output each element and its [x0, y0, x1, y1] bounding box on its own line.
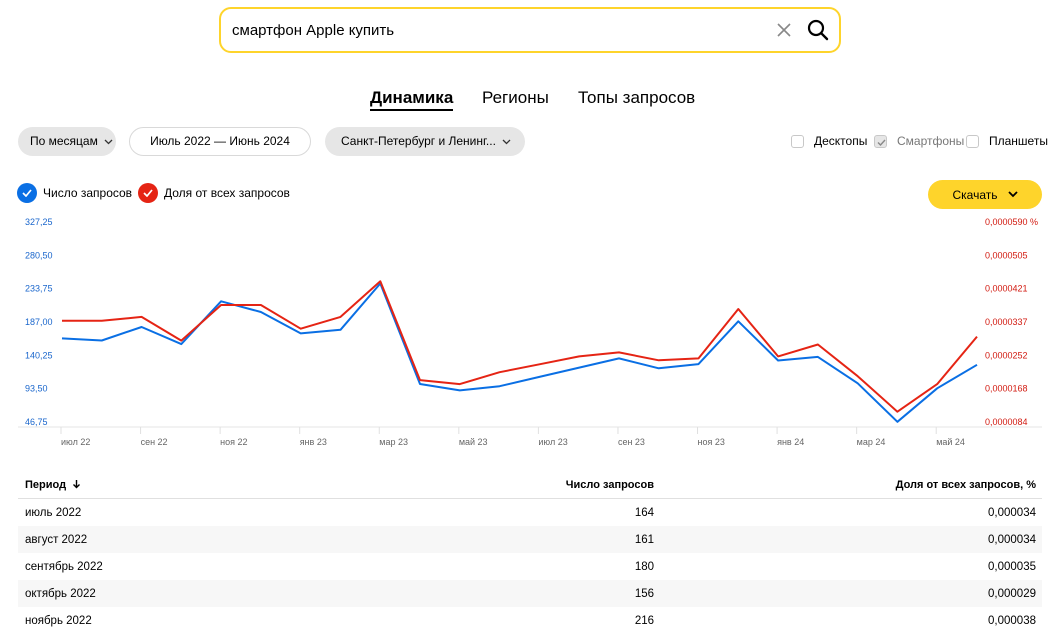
data-table: Период Число запросов Доля от всех запро…: [18, 472, 1042, 634]
y-right-tick: 0,0000505: [985, 250, 1028, 260]
y-left-tick: 46,75: [25, 417, 48, 427]
share-cell: 0,000029: [988, 587, 1036, 600]
table-row: октябрь 2022 156 0,000029: [18, 580, 1042, 607]
y-right-tick: 0,0000337: [985, 317, 1028, 327]
tablets-label: Планшеты: [989, 134, 1048, 148]
series-line-share: [62, 280, 978, 413]
y-right-tick: 0,0000084: [985, 417, 1028, 427]
grouping-select[interactable]: По месяцам: [18, 127, 116, 156]
table-body: июль 2022 164 0,000034 август 2022 161 0,0000…: [18, 499, 1042, 634]
search-box: [219, 7, 841, 53]
share-cell: 0,000035: [988, 560, 1036, 573]
y-left-tick: 187,00: [25, 317, 53, 327]
download-button[interactable]: Скачать: [928, 180, 1042, 209]
grouping-label: По месяцам: [30, 134, 98, 148]
count-cell: 161: [634, 533, 654, 546]
smartphones-checkbox[interactable]: [874, 134, 887, 148]
period-cell: август 2022: [25, 533, 88, 546]
sort-down-icon: [73, 480, 81, 489]
table-row: ноябрь 2022 216 0,000038: [18, 607, 1042, 634]
tab-top-queries[interactable]: Топы запросов: [578, 88, 696, 107]
tab-dynamics[interactable]: Динамика: [370, 88, 454, 111]
table-row: июль 2022 164 0,000034: [18, 499, 1042, 526]
count-cell: 156: [634, 587, 654, 600]
dynamics-chart: 327,25 280,50 233,75 187,00 140,25 93,50 46,75…: [18, 217, 1042, 447]
y-left-tick: 280,50: [25, 250, 53, 260]
chevron-down-icon: [1007, 191, 1018, 198]
share-column-header[interactable]: Доля от всех запросов, %: [895, 479, 1036, 491]
download-label: Скачать: [952, 187, 998, 202]
y-right-tick: 0,0000168: [985, 384, 1028, 394]
chevron-down-icon: [502, 139, 511, 144]
table-row: август 2022 161 0,000034: [18, 526, 1042, 553]
clear-icon[interactable]: [775, 21, 793, 39]
share-cell: 0,000034: [988, 533, 1036, 546]
legend-share[interactable]: Доля от всех запросов: [138, 183, 290, 203]
desktops-checkbox[interactable]: [791, 134, 804, 148]
count-cell: 180: [634, 560, 654, 573]
period-label: Июль 2022 — Июнь 2024: [150, 134, 290, 148]
smartphones-label: Смартфоны: [897, 134, 965, 148]
x-tick-label: сен 22: [141, 437, 168, 447]
x-tick-label: ноя 22: [220, 437, 247, 447]
period-cell: ноябрь 2022: [25, 614, 92, 627]
x-tick-label: июл 22: [61, 437, 90, 447]
y-left-tick: 327,25: [25, 217, 53, 227]
tablets-checkbox[interactable]: [966, 134, 979, 148]
y-right-tick: 0,0000590 %: [985, 217, 1038, 227]
x-tick-label: янв 24: [777, 437, 804, 447]
desktops-label: Десктопы: [814, 134, 868, 148]
x-tick-label: май 23: [459, 437, 488, 447]
table-row: сентябрь 2022 180 0,000035: [18, 553, 1042, 580]
period-select[interactable]: Июль 2022 — Июнь 2024: [129, 127, 311, 156]
legend-share-label: Доля от всех запросов: [164, 186, 290, 200]
search-icon[interactable]: [807, 19, 829, 41]
period-cell: сентябрь 2022: [25, 560, 103, 573]
count-cell: 216: [634, 614, 654, 627]
y-left-tick: 140,25: [25, 350, 53, 360]
count-cell: 164: [634, 506, 654, 519]
x-tick-label: ноя 23: [698, 437, 725, 447]
period-cell: октябрь 2022: [25, 587, 96, 600]
x-tick-label: мар 24: [857, 437, 886, 447]
y-left-tick: 93,50: [25, 384, 48, 394]
count-check-icon: [17, 183, 37, 203]
share-cell: 0,000038: [988, 614, 1036, 627]
series-line-count: [61, 282, 978, 423]
share-check-icon: [138, 183, 158, 203]
x-tick-label: июл 23: [538, 437, 567, 447]
period-column-header[interactable]: Период: [18, 479, 418, 491]
region-label: Санкт-Петербург и Ленинг...: [341, 134, 496, 148]
x-tick-label: сен 23: [618, 437, 645, 447]
checkmark-icon: [877, 139, 886, 146]
table-header: Период Число запросов Доля от всех запро…: [18, 472, 1042, 499]
share-cell: 0,000034: [988, 506, 1036, 519]
device-desktops[interactable]: Десктопы: [791, 134, 867, 148]
x-tick-label: янв 23: [300, 437, 327, 447]
tab-regions[interactable]: Регионы: [482, 88, 549, 107]
region-select[interactable]: Санкт-Петербург и Ленинг...: [325, 127, 525, 156]
x-tick-label: мар 23: [379, 437, 408, 447]
period-cell: июль 2022: [25, 506, 82, 519]
tabs: Динамика Регионы Топы запросов: [0, 88, 1054, 112]
x-tick-label: май 24: [936, 437, 965, 447]
legend-count-label: Число запросов: [43, 186, 133, 200]
count-column-header[interactable]: Число запросов: [565, 479, 654, 491]
legend-count[interactable]: Число запросов: [17, 183, 132, 203]
y-right-tick: 0,0000421: [985, 284, 1028, 294]
chevron-down-icon: [104, 139, 113, 144]
y-left-tick: 233,75: [25, 284, 53, 294]
device-tablets[interactable]: Планшеты: [966, 134, 1048, 148]
search-input[interactable]: [232, 9, 762, 51]
device-smartphones[interactable]: Смартфоны: [874, 134, 964, 148]
y-right-tick: 0,0000252: [985, 350, 1028, 360]
